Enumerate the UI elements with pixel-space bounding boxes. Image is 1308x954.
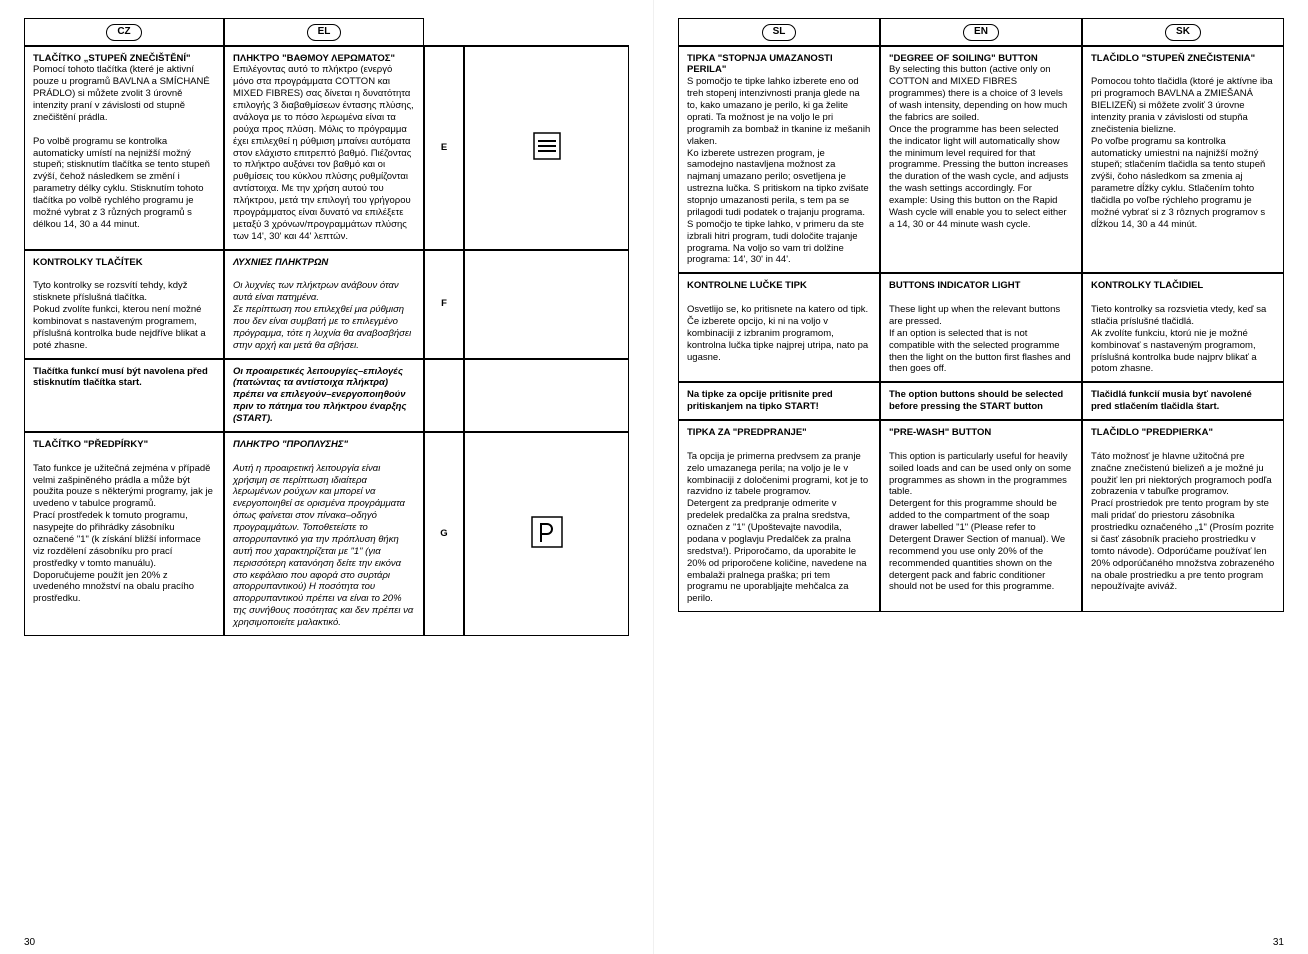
el-f-body: Οι λυχνίες των πλήκτρων ανάβουν όταν αυτ…: [233, 280, 411, 350]
sk-0-heading: TLAČIDLO "STUPEŇ ZNEČISTENIA": [1091, 53, 1255, 64]
r-row-3: TIPKA ZA "PREDPRANJE" Ta opcija je prime…: [678, 420, 1284, 612]
cz-g-heading: TLAČÍTKO "PŘEDPÍRKY": [33, 439, 148, 450]
letter-g: G: [424, 432, 464, 636]
flag-el-cell: EL: [224, 18, 424, 46]
el-f: ΛΥΧΝΙΕΣ ΠΛΗΚΤΡΩΝ Οι λυχνίες των πλήκτρων…: [224, 250, 424, 359]
el-f-heading: ΛΥΧΝΙΕΣ ΠΛΗΚΤΡΩΝ: [233, 257, 328, 268]
sk-2-body: Tlačidlá funkcií musia byť navolené pred…: [1091, 389, 1252, 412]
en-2-body: The option buttons should be selected be…: [889, 389, 1063, 412]
cz-g: TLAČÍTKO "PŘEDPÍRKY" Tato funkce je užit…: [24, 432, 224, 636]
sl-2-body: Na tipke za opcije pritisnite pred priti…: [687, 389, 833, 412]
cz-note: Tlačítka funkcí musí být navolena před s…: [24, 359, 224, 432]
sk-1-body: Tieto kontrolky sa rozsvietia vtedy, keď…: [1091, 304, 1266, 374]
el-e-heading: ΠΛΗΚΤΡΟ "ΒΑΘΜΟΥ ΛΕΡΩΜΑΤΟΣ": [233, 53, 395, 64]
flag-sk-cell: SK: [1082, 18, 1284, 46]
cz-e-body: Pomocí tohoto tlačítka (které je aktivní…: [33, 64, 210, 229]
en-1-heading: BUTTONS INDICATOR LIGHT: [889, 280, 1020, 291]
header-row: CZ EL: [24, 18, 629, 46]
sl-3-heading: TIPKA ZA "PREDPRANJE": [687, 427, 807, 438]
cz-f-heading: KONTROLKY TLAČÍTEK: [33, 257, 143, 268]
sl-1-body: Osvetlijo se, ko pritisnete na katero od…: [687, 304, 868, 363]
cz-f: KONTROLKY TLAČÍTEK Tyto kontrolky se roz…: [24, 250, 224, 359]
flag-en-cell: EN: [880, 18, 1082, 46]
el-note: Οι προαιρετικές λειτουργίες–επιλογές (πα…: [224, 359, 424, 432]
flag-sl-cell: SL: [678, 18, 880, 46]
sk-2: Tlačidlá funkcií musia byť navolené pred…: [1082, 382, 1284, 420]
sl-1: KONTROLNE LUČKE TIPK Osvetlijo se, ko pr…: [678, 273, 880, 382]
en-0: "DEGREE OF SOILING" BUTTON By selecting …: [880, 46, 1082, 274]
right-page: SL EN SK TIPKA "STOPNJA UMAZANOSTI PERIL…: [654, 0, 1308, 954]
sk-1: KONTROLKY TLAČIDIEL Tieto kontrolky sa r…: [1082, 273, 1284, 382]
icon-g: [464, 432, 629, 636]
manual-spread: CZ EL TLAČÍTKO „STUPEŇ ZNEČIŠTĚNÍ" Pomoc…: [0, 0, 1308, 954]
row-f: KONTROLKY TLAČÍTEK Tyto kontrolky se roz…: [24, 250, 629, 359]
levels-icon: [522, 121, 572, 171]
flag-cz: CZ: [106, 24, 141, 41]
sk-3-body: Táto možnosť je hlavne užitočná pre znač…: [1091, 451, 1274, 593]
el-g-heading: ΠΛΗΚΤΡΟ "ΠΡΟΠΛΥΣΗΣ": [233, 439, 348, 450]
row-e: TLAČÍTKO „STUPEŇ ZNEČIŠTĚNÍ" Pomocí toho…: [24, 46, 629, 250]
en-1-body: These light up when the relevant buttons…: [889, 304, 1071, 374]
sl-2: Na tipke za opcije pritisnite pred priti…: [678, 382, 880, 420]
r-row-1: KONTROLNE LUČKE TIPK Osvetlijo se, ko pr…: [678, 273, 1284, 382]
flag-sl: SL: [762, 24, 797, 41]
en-2: The option buttons should be selected be…: [880, 382, 1082, 420]
cz-e: TLAČÍTKO „STUPEŇ ZNEČIŠTĚNÍ" Pomocí toho…: [24, 46, 224, 250]
flag-el: EL: [307, 24, 342, 41]
icon-f: [464, 250, 629, 359]
flag-en: EN: [963, 24, 999, 41]
right-table: SL EN SK TIPKA "STOPNJA UMAZANOSTI PERIL…: [678, 18, 1284, 612]
sk-0: TLAČIDLO "STUPEŇ ZNEČISTENIA" Pomocou to…: [1082, 46, 1284, 274]
en-3-body: This option is particularly useful for h…: [889, 451, 1071, 593]
note-spacer1: [424, 359, 464, 432]
sl-0-body: S pomočjo te tipke lahko izberete eno od…: [687, 76, 870, 265]
letter-f: F: [424, 250, 464, 359]
sl-3: TIPKA ZA "PREDPRANJE" Ta opcija je prime…: [678, 420, 880, 612]
en-3: "PRE-WASH" BUTTON This option is particu…: [880, 420, 1082, 612]
el-g-body: Αυτή η προαιρετική λειτουργία είναι χρήσ…: [233, 463, 413, 628]
sk-0-body: Pomocou tohto tlačidla (ktoré je aktívne…: [1091, 76, 1273, 230]
el-note-body: Οι προαιρετικές λειτουργίες–επιλογές (πα…: [233, 366, 406, 425]
header-spacer: [424, 18, 629, 46]
sk-3: TLAČIDLO "PREDPIERKA" Táto možnosť je hl…: [1082, 420, 1284, 612]
page-number-left: 30: [24, 937, 35, 948]
cz-f-body: Tyto kontrolky se rozsvítí tehdy, když s…: [33, 280, 206, 350]
cz-note-body: Tlačítka funkcí musí být navolena před s…: [33, 366, 208, 389]
sl-0-heading: TIPKA "STOPNJA UMAZANOSTI PERILA": [687, 53, 833, 76]
sk-3-heading: TLAČIDLO "PREDPIERKA": [1091, 427, 1213, 438]
en-0-body: By selecting this button (active only on…: [889, 64, 1069, 229]
sl-0: TIPKA "STOPNJA UMAZANOSTI PERILA" S pomo…: [678, 46, 880, 274]
row-g: TLAČÍTKO "PŘEDPÍRKY" Tato funkce je užit…: [24, 432, 629, 636]
cz-g-body: Tato funkce je užitečná zejména v případ…: [33, 463, 213, 605]
r-row-0: TIPKA "STOPNJA UMAZANOSTI PERILA" S pomo…: [678, 46, 1284, 274]
en-1: BUTTONS INDICATOR LIGHT These light up w…: [880, 273, 1082, 382]
sk-1-heading: KONTROLKY TLAČIDIEL: [1091, 280, 1203, 291]
flag-sk: SK: [1165, 24, 1201, 41]
row-note: Tlačítka funkcí musí být navolena před s…: [24, 359, 629, 432]
note-spacer2: [464, 359, 629, 432]
flag-cz-cell: CZ: [24, 18, 224, 46]
left-page: CZ EL TLAČÍTKO „STUPEŇ ZNEČIŠTĚNÍ" Pomoc…: [0, 0, 654, 954]
left-table: CZ EL TLAČÍTKO „STUPEŇ ZNEČIŠTĚNÍ" Pomoc…: [24, 18, 629, 636]
prewash-icon: [517, 502, 577, 562]
el-e-body: Επιλέγοντας αυτό το πλήκτρο (ενεργό μόνο…: [233, 64, 414, 241]
page-number-right: 31: [1273, 937, 1284, 948]
r-row-2: Na tipke za opcije pritisnite pred priti…: [678, 382, 1284, 420]
en-0-heading: "DEGREE OF SOILING" BUTTON: [889, 53, 1038, 64]
letter-e: E: [424, 46, 464, 250]
el-g: ΠΛΗΚΤΡΟ "ΠΡΟΠΛΥΣΗΣ" Αυτή η προαιρετική λ…: [224, 432, 424, 636]
icon-e: [464, 46, 629, 250]
header-row-right: SL EN SK: [678, 18, 1284, 46]
el-e: ΠΛΗΚΤΡΟ "ΒΑΘΜΟΥ ΛΕΡΩΜΑΤΟΣ" Επιλέγοντας α…: [224, 46, 424, 250]
sl-1-heading: KONTROLNE LUČKE TIPK: [687, 280, 807, 291]
sl-3-body: Ta opcija je primerna predvsem za pranje…: [687, 451, 868, 605]
cz-e-heading: TLAČÍTKO „STUPEŇ ZNEČIŠTĚNÍ": [33, 53, 191, 64]
en-3-heading: "PRE-WASH" BUTTON: [889, 427, 991, 438]
